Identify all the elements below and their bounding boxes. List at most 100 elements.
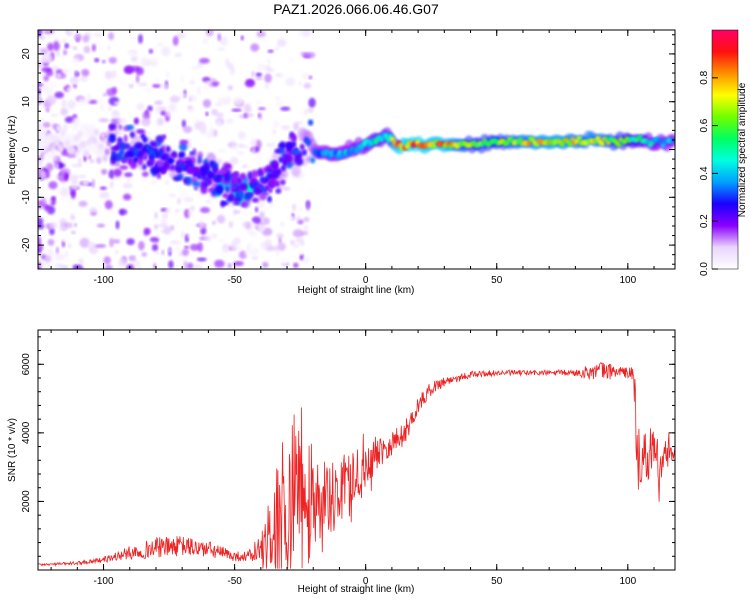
heatmap-cell: [134, 148, 140, 155]
heatmap-cell: [49, 227, 55, 236]
heatmap-cell: [107, 45, 111, 50]
heatmap-cell: [52, 64, 59, 71]
heatmap-cell: [193, 186, 199, 191]
heatmap-cell: [59, 160, 63, 170]
heatmap-cell: [284, 191, 290, 197]
heatmap-cell: [240, 35, 244, 41]
heatmap-cell: [187, 105, 193, 109]
heatmap-cell: [86, 93, 92, 102]
heatmap-cell: [179, 139, 189, 145]
heatmap-cell: [261, 179, 267, 184]
heatmap-cell: [291, 203, 297, 212]
heatmap-cell: [240, 202, 247, 208]
heatmap-cell: [94, 128, 100, 136]
heatmap-cell: [91, 43, 96, 52]
heatmap-cell: [255, 99, 262, 106]
heatmap-cell: [203, 162, 211, 171]
heatmap-cell: [303, 223, 309, 234]
snr-x-tick-label: 100: [619, 576, 636, 587]
heatmap-cell: [306, 52, 316, 59]
heatmap-cell: [118, 208, 128, 216]
heatmap-cell: [61, 68, 70, 73]
heatmap-cell: [70, 189, 76, 200]
heatmap-cell: [109, 180, 114, 189]
heatmap-cell: [157, 42, 164, 47]
heatmap-cell: [220, 200, 229, 206]
heatmap-cell: [39, 47, 49, 56]
heatmap-cell: [266, 165, 274, 171]
heatmap-cell: [113, 101, 125, 106]
heatmap-cell: [101, 59, 106, 64]
heatmap-cell: [94, 58, 100, 63]
heatmap-cell: [58, 145, 64, 152]
heatmap-cell: [111, 150, 117, 159]
heatmap-cell: [134, 142, 144, 150]
heatmap-cell: [152, 83, 161, 88]
heatmap-cell: [98, 118, 109, 123]
heatmap-cell: [168, 260, 174, 269]
snr-y-tick-label: 4000: [21, 421, 32, 444]
heatmap-cell: [97, 97, 104, 105]
heatmap-cell: [54, 91, 64, 99]
heatmap-cell: [271, 141, 276, 149]
heatmap-cell: [140, 118, 151, 127]
chart-title: PAZ1.2026.066.06.46.G07: [273, 1, 439, 17]
heatmap-cell: [216, 119, 222, 128]
heatmap-cell: [302, 121, 310, 128]
heatmap-cell: [306, 107, 314, 113]
heatmap-cell: [59, 218, 67, 226]
heatmap-cell: [52, 133, 58, 141]
snr-panel: -100 -50 0 50 100 2000 4000 6000 Height of str…: [7, 329, 676, 595]
heatmap-cell: [142, 136, 148, 143]
heatmap-cell: [176, 32, 186, 39]
heatmap-cell: [244, 79, 256, 88]
spectrogram-x-tick-label: 0: [363, 275, 369, 286]
heatmap-cell: [262, 261, 269, 268]
heatmap-cell: [169, 95, 180, 103]
heatmap-cell: [282, 186, 291, 191]
heatmap-cell: [82, 98, 88, 106]
heatmap-cell: [275, 96, 281, 101]
heatmap-cell: [303, 82, 312, 89]
heatmap-cell: [526, 140, 532, 146]
spectrogram-x-label: Height of straight line (km): [298, 285, 415, 296]
heatmap-cell: [51, 196, 56, 200]
heatmap-cell: [78, 257, 84, 266]
heatmap-cell: [71, 57, 80, 65]
heatmap-cell: [227, 263, 232, 269]
heatmap-cell: [154, 45, 159, 50]
heatmap-cell: [222, 243, 229, 253]
heatmap-cell: [241, 164, 248, 169]
heatmap-cell: [189, 151, 194, 156]
heatmap-cell: [299, 143, 305, 151]
heatmap-cell: [236, 149, 245, 156]
spectrogram-y-axis: -20 -10 0 10 20: [21, 34, 675, 265]
heatmap-cell: [240, 172, 247, 181]
heatmap-cell: [226, 211, 230, 216]
heatmap-cell: [204, 234, 212, 243]
heatmap-cell: [200, 207, 211, 214]
heatmap-cell: [250, 177, 258, 186]
heatmap-cell: [180, 92, 189, 98]
heatmap-cell: [282, 154, 291, 164]
snr-y-label: SNR (10 * v/v): [7, 418, 18, 482]
spectrogram-x-tick-label: -50: [227, 275, 242, 286]
heatmap-cell: [272, 160, 279, 170]
heatmap-cell: [183, 260, 188, 269]
heatmap-cell: [101, 168, 108, 175]
heatmap-cell: [199, 125, 207, 135]
heatmap-cell: [202, 38, 209, 45]
heatmap-cell: [155, 234, 160, 238]
heatmap-cell: [38, 36, 46, 40]
heatmap-cell: [223, 173, 231, 182]
heatmap-cell: [237, 183, 246, 192]
heatmap-cell: [175, 208, 180, 213]
heatmap-cell: [306, 201, 310, 212]
heatmap-cell: [45, 107, 50, 113]
colorbar-ticks: 0.0 0.2 0.4 0.6 0.8: [699, 70, 718, 276]
heatmap-cell: [206, 178, 213, 186]
heatmap-cell: [205, 30, 214, 37]
heatmap-cell: [264, 185, 271, 191]
heatmap-cell: [173, 125, 182, 129]
heatmap-cell: [114, 250, 119, 254]
